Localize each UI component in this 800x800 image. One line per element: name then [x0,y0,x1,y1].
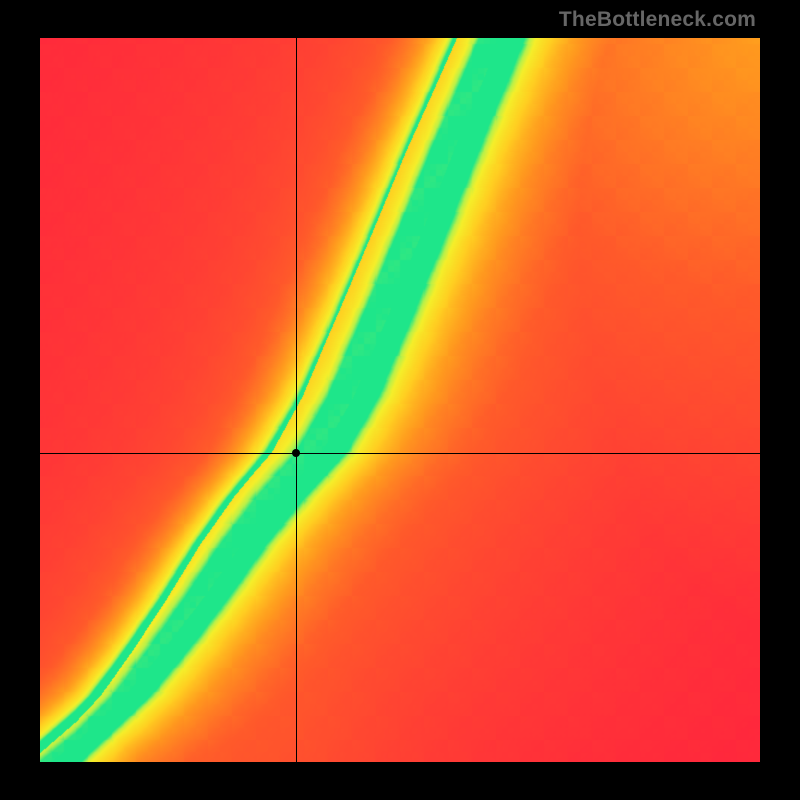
crosshair-vertical [296,38,297,762]
crosshair-marker [292,449,300,457]
chart-frame: TheBottleneck.com [0,0,800,800]
watermark-text: TheBottleneck.com [559,8,756,32]
plot-area [40,38,760,762]
heatmap-canvas [40,38,760,762]
crosshair-horizontal [40,453,760,454]
